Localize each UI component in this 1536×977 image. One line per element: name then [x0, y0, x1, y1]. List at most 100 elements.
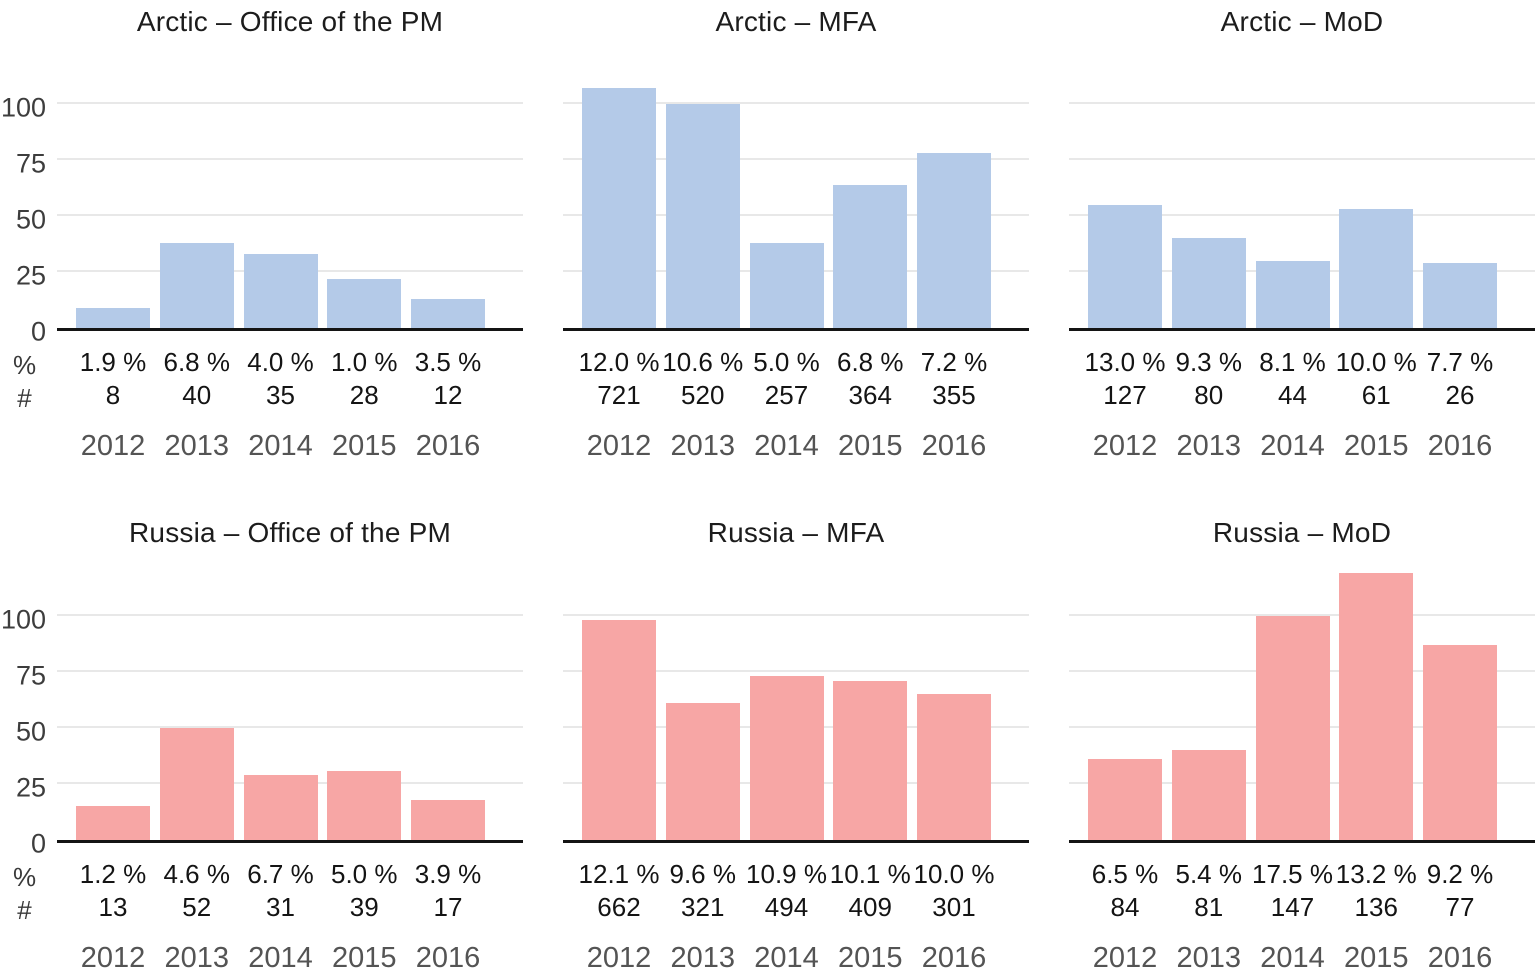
year-label: 2016: [1423, 430, 1497, 462]
pct-label: 9.3 %: [1172, 347, 1246, 377]
pct-label: 10.9 %: [746, 859, 827, 889]
count-label-text: 81: [1194, 892, 1224, 922]
count-row: 127 80 44 61 26: [1069, 380, 1535, 410]
year-label-text: 2015: [331, 430, 397, 462]
pct-label-text: 7.7 %: [1426, 347, 1494, 377]
pct-label-text: 5.4 %: [1175, 859, 1243, 889]
count-label-text: 84: [1110, 892, 1140, 922]
bar-2013: [665, 104, 740, 328]
year-label-text: 2015: [331, 942, 397, 974]
count-label-text: 77: [1445, 892, 1475, 922]
year-label: 2016: [1423, 942, 1497, 974]
bar-2016: [411, 299, 485, 328]
pct-label-text: 10.9 %: [746, 859, 827, 889]
pct-label: 13.2 %: [1336, 859, 1417, 889]
title-spacer: [0, 0, 57, 60]
bar-2016: [411, 800, 485, 840]
y-tick-0: 0: [30, 828, 46, 859]
count-label: 321: [666, 892, 740, 922]
y-tick-100: 100: [0, 604, 46, 635]
count-row: 8 40 35 28 12: [57, 380, 523, 410]
year-label: 2014: [244, 942, 318, 974]
year-row: 2012 2013 2014 2015 2016: [57, 942, 523, 974]
pct-label-text: 6.8 %: [837, 347, 904, 377]
pct-label: 4.0 %: [244, 347, 318, 377]
y-axis-gutter: 0 25 50 75 100 % #: [0, 0, 57, 413]
count-label: 13: [76, 892, 150, 922]
gridline-100: [57, 102, 523, 104]
bar-2014: [1255, 261, 1330, 328]
chart-title: Russia – MoD: [1212, 517, 1392, 548]
year-label-text: 2016: [415, 430, 481, 462]
pct-label: 12.0 %: [579, 347, 660, 377]
pct-label: 7.7 %: [1423, 347, 1497, 377]
count-label: 81: [1172, 892, 1246, 922]
year-label-text: 2016: [1427, 942, 1493, 974]
year-label: 2015: [1339, 430, 1413, 462]
chart-arctic-mfa: Arctic – MFA 12.0 % 10.6 % 5.0 % 6.8 % 7.2 %…: [563, 0, 1029, 462]
pct-label: 6.7 %: [244, 859, 318, 889]
plot-area: [57, 572, 523, 843]
plot-area: [1069, 60, 1535, 331]
bar-2013: [159, 243, 234, 328]
pct-label: 5.0 %: [750, 347, 824, 377]
year-label-text: 2012: [586, 942, 652, 974]
bar-2013: [1171, 750, 1246, 840]
count-row: 84 81 147 136 77: [1069, 892, 1535, 922]
count-label: 721: [582, 380, 656, 410]
count-label: 44: [1256, 380, 1330, 410]
pct-row: 12.0 % 10.6 % 5.0 % 6.8 % 7.2 %: [563, 347, 1029, 377]
year-label: 2013: [160, 942, 234, 974]
title-spacer: [0, 490, 57, 572]
year-label-text: 2013: [164, 942, 229, 974]
year-label: 2014: [750, 430, 824, 462]
gridline-100: [57, 614, 523, 616]
count-row: 13 52 31 39 17: [57, 892, 523, 922]
bar-2016: [917, 153, 991, 328]
bars: [1088, 60, 1497, 328]
pct-row: 13.0 % 9.3 % 8.1 % 10.0 % 7.7 %: [1069, 347, 1535, 377]
count-label-text: 61: [1361, 380, 1391, 410]
bar-2012: [1088, 759, 1162, 840]
pct-label-text: 10.6 %: [662, 347, 744, 377]
year-label: 2012: [1088, 430, 1162, 462]
bar-2015: [1339, 573, 1414, 840]
y-tick-25: 25: [15, 772, 46, 803]
year-row: 2012 2013 2014 2015 2016: [1069, 942, 1535, 974]
year-label-text: 2013: [1176, 430, 1241, 462]
year-label: 2015: [327, 430, 401, 462]
pct-label-text: 6.5 %: [1091, 859, 1159, 889]
bar-2016: [1423, 263, 1497, 328]
count-label: 520: [666, 380, 740, 410]
gridline-100: [1069, 102, 1535, 104]
pct-label-text: 4.0 %: [247, 347, 314, 377]
pct-label: 1.2 %: [76, 859, 150, 889]
y-tick-25: 25: [15, 260, 46, 291]
count-label: 39: [327, 892, 401, 922]
pct-label-text: 5.0 %: [753, 347, 820, 377]
count-label: 364: [833, 380, 907, 410]
year-label-text: 2014: [754, 942, 819, 974]
year-label-text: 2014: [248, 942, 313, 974]
pct-label: 12.1 %: [579, 859, 660, 889]
count-label: 26: [1423, 380, 1497, 410]
pct-label-text: 3.5 %: [414, 347, 482, 377]
year-label-text: 2013: [164, 430, 229, 462]
bar-2015: [327, 279, 402, 328]
pct-label: 1.0 %: [327, 347, 401, 377]
bar-2012: [76, 308, 150, 328]
count-label: 31: [244, 892, 318, 922]
year-label-text: 2014: [1260, 942, 1325, 974]
bar-2015: [1339, 209, 1414, 328]
year-label-text: 2014: [248, 430, 313, 462]
pct-label: 10.0 %: [914, 859, 995, 889]
year-row: 2012 2013 2014 2015 2016: [563, 942, 1029, 974]
count-label: 301: [917, 892, 991, 922]
count-label: 136: [1339, 892, 1413, 922]
year-label: 2015: [1339, 942, 1413, 974]
count-label-text: 721: [597, 380, 641, 410]
year-label-text: 2013: [1176, 942, 1241, 974]
year-label: 2016: [411, 942, 485, 974]
year-row: 2012 2013 2014 2015 2016: [57, 430, 523, 462]
